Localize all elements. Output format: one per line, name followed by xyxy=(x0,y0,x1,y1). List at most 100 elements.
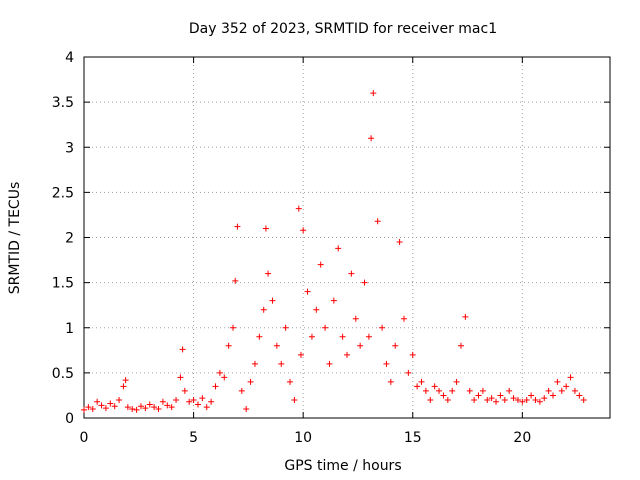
data-point xyxy=(462,313,469,320)
x-tick-label: 5 xyxy=(189,430,198,446)
data-point xyxy=(475,392,482,399)
data-point xyxy=(457,342,464,349)
data-point xyxy=(514,396,521,403)
data-point xyxy=(387,378,394,385)
data-point xyxy=(409,351,416,358)
data-point xyxy=(168,404,175,411)
data-point xyxy=(173,396,180,403)
data-point xyxy=(94,398,101,405)
y-tick-label: 2 xyxy=(65,231,74,247)
data-point xyxy=(365,333,372,340)
y-tick-label: 0.5 xyxy=(52,366,74,382)
data-point xyxy=(545,387,552,394)
data-point xyxy=(251,360,258,367)
data-point xyxy=(238,387,245,394)
data-point xyxy=(208,398,215,405)
data-point xyxy=(260,306,267,313)
data-point xyxy=(164,402,171,409)
data-point xyxy=(436,387,443,394)
data-point xyxy=(352,315,359,322)
data-point xyxy=(361,279,368,286)
data-point xyxy=(234,223,241,230)
data-point xyxy=(133,406,140,413)
data-point xyxy=(282,324,289,331)
data-point xyxy=(230,324,237,331)
data-point xyxy=(396,239,403,246)
x-axis-label: GPS time / hours xyxy=(284,458,401,474)
data-point xyxy=(532,396,539,403)
data-point xyxy=(137,403,144,410)
data-point xyxy=(536,398,543,405)
data-point xyxy=(146,401,153,408)
data-point xyxy=(225,342,232,349)
data-point xyxy=(497,392,504,399)
y-axis-label: SRMTID / TECUs xyxy=(7,182,23,295)
data-point xyxy=(194,401,201,408)
data-point xyxy=(300,227,307,234)
data-point xyxy=(102,405,109,412)
y-tick-label: 0 xyxy=(65,411,74,427)
data-point xyxy=(405,369,412,376)
data-point xyxy=(554,378,561,385)
y-tick-label: 4 xyxy=(65,50,74,66)
data-point xyxy=(339,333,346,340)
data-point xyxy=(576,392,583,399)
data-point xyxy=(199,395,206,402)
data-point xyxy=(449,387,456,394)
grid-layer xyxy=(84,57,610,418)
data-point xyxy=(510,395,517,402)
data-point xyxy=(427,396,434,403)
data-point xyxy=(440,392,447,399)
data-point xyxy=(335,245,342,252)
data-point xyxy=(151,404,158,411)
data-point xyxy=(414,383,421,390)
data-point xyxy=(181,387,188,394)
data-point xyxy=(269,297,276,304)
x-tick-label: 0 xyxy=(80,430,89,446)
data-point xyxy=(466,387,473,394)
data-point xyxy=(287,378,294,385)
data-point xyxy=(179,346,186,353)
data-point xyxy=(107,400,114,407)
data-point xyxy=(317,261,324,268)
chart-title: Day 352 of 2023, SRMTID for receiver mac… xyxy=(189,21,497,37)
data-point xyxy=(541,395,548,402)
tick-label-layer: 0 5 10 15 20 0 0.5 1 1.5 2 2.5 3 3.5 4 xyxy=(52,50,532,446)
data-point xyxy=(567,374,574,381)
data-point xyxy=(212,383,219,390)
data-point xyxy=(85,404,92,411)
data-point xyxy=(484,396,491,403)
data-point xyxy=(203,404,210,411)
x-tick-label: 15 xyxy=(404,430,422,446)
data-point xyxy=(155,405,162,412)
data-point xyxy=(368,135,375,142)
data-point xyxy=(308,333,315,340)
data-point xyxy=(453,378,460,385)
y-tick-label: 3 xyxy=(65,140,74,156)
data-point xyxy=(159,398,166,405)
data-point xyxy=(265,270,272,277)
data-point xyxy=(563,383,570,390)
data-point xyxy=(506,387,513,394)
data-point xyxy=(124,404,131,411)
data-point xyxy=(471,396,478,403)
data-point xyxy=(81,406,87,413)
data-point xyxy=(479,387,486,394)
data-point xyxy=(444,396,451,403)
data-point xyxy=(357,342,364,349)
data-point xyxy=(262,225,269,232)
data-point xyxy=(98,402,105,409)
data-point xyxy=(370,90,377,97)
data-point xyxy=(129,405,136,412)
data-point xyxy=(528,392,535,399)
data-point xyxy=(142,405,149,412)
data-point xyxy=(116,396,123,403)
data-point xyxy=(501,396,508,403)
y-tick-label: 2.5 xyxy=(52,185,74,201)
data-point xyxy=(243,405,250,412)
x-tick-label: 10 xyxy=(294,430,312,446)
data-point xyxy=(190,396,197,403)
data-point xyxy=(120,383,127,390)
data-point xyxy=(422,387,429,394)
